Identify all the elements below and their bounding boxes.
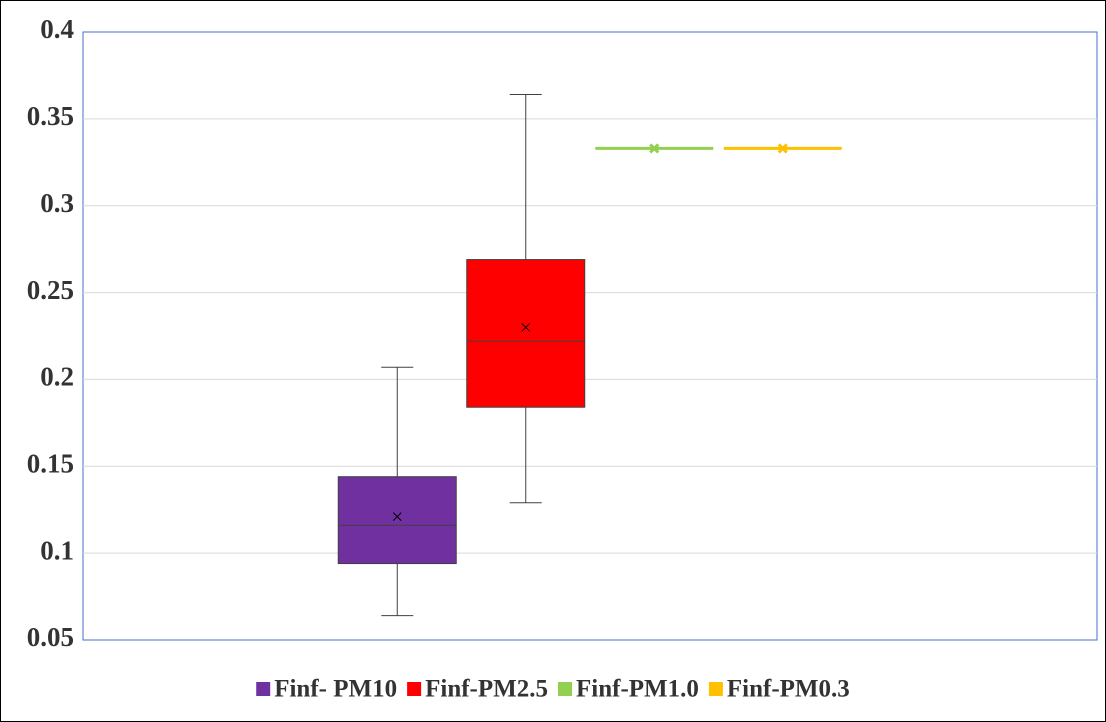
y-tick-label: 0.1 (40, 535, 74, 565)
legend-label: Finf- PM10 (274, 676, 397, 703)
legend-marker (256, 682, 271, 696)
legend-marker (558, 682, 572, 696)
y-tick-label: 0.3 (40, 188, 74, 218)
y-tick-label: 0.25 (27, 275, 74, 305)
legend-marker (407, 682, 422, 696)
plot-area (82, 31, 1098, 641)
y-tick-label: 0.35 (27, 101, 74, 131)
mean-marker (649, 143, 660, 154)
y-tick-label: 0.15 (27, 448, 74, 478)
mean-marker (777, 143, 788, 154)
legend-label: Finf-PM0.3 (727, 676, 850, 703)
box (466, 259, 586, 408)
legend-label: Finf-PM1.0 (576, 676, 699, 703)
y-tick-label: 0.2 (40, 362, 74, 392)
mean-marker (521, 322, 531, 332)
box (337, 476, 457, 565)
legend-marker (708, 682, 723, 696)
y-tick-label: 0.05 (27, 622, 74, 652)
mean-marker (392, 512, 402, 522)
legend-label: Finf-PM2.5 (425, 676, 548, 703)
y-tick-label: 0.4 (40, 14, 74, 44)
